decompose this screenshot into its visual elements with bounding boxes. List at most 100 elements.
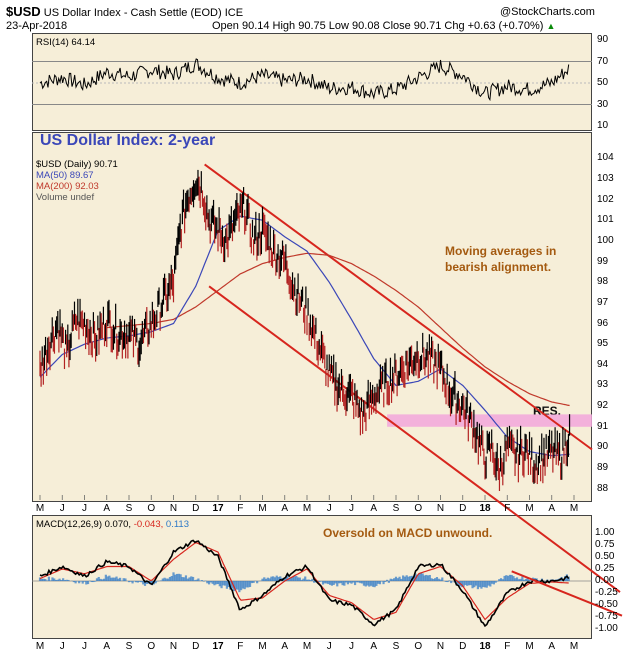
month-label: N — [436, 503, 445, 514]
price-tick-label: 103 — [597, 172, 614, 184]
month-label: J — [349, 641, 354, 652]
month-label: A — [548, 641, 556, 652]
price-tick-label: 93 — [597, 379, 609, 391]
price-tick-label: 90 — [597, 441, 609, 453]
month-label: M — [569, 641, 579, 652]
resistance-band — [387, 414, 592, 427]
macd-tick-label: -0.75 — [595, 611, 618, 623]
month-label: 17 — [212, 503, 224, 514]
macd-tick-label: 0.50 — [595, 550, 615, 562]
month-label: M — [525, 641, 534, 652]
source-label[interactable]: @StockCharts.com — [500, 6, 595, 18]
month-label: M — [302, 503, 312, 514]
channel-extension-line — [511, 570, 623, 617]
month-label: O — [414, 641, 423, 652]
chart-title: US Dollar Index: 2-year — [40, 132, 216, 149]
month-label: J — [59, 503, 65, 514]
month-label: A — [281, 503, 289, 514]
macd-tick-label: 0.75 — [595, 538, 615, 550]
rsi-tick-label: 30 — [597, 98, 609, 110]
price-tick-label: 104 — [597, 152, 614, 164]
ma50-line — [39, 215, 570, 457]
month-label: N — [436, 641, 445, 652]
month-label: O — [147, 503, 156, 514]
month-label: F — [504, 641, 511, 652]
rsi-tick-label: 90 — [597, 34, 609, 45]
month-label: 17 — [212, 641, 224, 652]
month-label: A — [103, 503, 111, 514]
price-tick-label: 102 — [597, 193, 614, 205]
month-label: A — [370, 503, 378, 514]
annotation-macd: Oversold on MACD unwound. — [323, 526, 493, 540]
macd-label: MACD(12,26,9) 0.070, — [36, 519, 132, 530]
legend-usd: $USD (Daily) 90.71 — [36, 159, 118, 170]
month-label: J — [349, 503, 354, 514]
month-label: F — [237, 641, 244, 652]
month-label: M — [302, 641, 312, 652]
legend-volume: Volume undef — [36, 192, 95, 203]
rsi-tick-label: 50 — [597, 77, 609, 88]
price-tick-label: 97 — [597, 296, 609, 308]
month-label: J — [326, 641, 332, 652]
month-label: S — [125, 641, 133, 652]
month-label: N — [169, 503, 178, 514]
chart-date: 23-Apr-2018 — [6, 20, 68, 32]
macd-tick-label: -1.00 — [595, 623, 618, 635]
month-label: M — [258, 641, 267, 652]
month-label: A — [548, 503, 556, 514]
month-label: O — [147, 641, 156, 652]
price-tick-label: 99 — [597, 255, 609, 267]
month-label: 18 — [479, 641, 491, 652]
price-tick-label: 92 — [597, 400, 609, 412]
macd-signal-label: -0.043, — [133, 519, 164, 530]
price-tick-label: 94 — [597, 358, 609, 370]
price-tick-label: 88 — [597, 482, 609, 494]
instrument-name: US Dollar Index - Cash Settle (EOD) ICE — [43, 7, 244, 19]
month-label: A — [370, 641, 378, 652]
month-label: J — [82, 503, 87, 514]
macd-tick-label: -0.50 — [595, 599, 618, 611]
month-label: 18 — [479, 503, 491, 514]
channel-upper-line — [204, 163, 593, 451]
month-label: S — [125, 503, 133, 514]
month-label: N — [169, 641, 178, 652]
ticker-symbol: $USD — [6, 4, 41, 19]
month-label: D — [192, 641, 200, 652]
macd-hist-label: 0.113 — [165, 519, 189, 530]
macd-line — [39, 539, 570, 628]
macd-tick-label: 0.00 — [595, 575, 615, 586]
price-tick-label: 100 — [597, 234, 614, 246]
price-tick-label: 95 — [597, 338, 609, 350]
month-label: O — [414, 503, 423, 514]
legend-ma200: MA(200) 92.03 — [36, 181, 99, 192]
price-tick-label: 98 — [597, 276, 609, 288]
month-label: M — [35, 641, 45, 652]
month-label: F — [504, 503, 511, 514]
rsi-tick-label: 70 — [597, 55, 609, 67]
macd-tick-label: -0.25 — [595, 587, 618, 599]
price-tick-label: 96 — [597, 317, 609, 329]
month-label: M — [35, 503, 45, 514]
macd-tick-label: 1.00 — [595, 526, 615, 538]
annotation-ma-line2: bearish alignment. — [445, 260, 552, 274]
price-tick-label: 89 — [597, 462, 609, 474]
month-label: S — [392, 641, 400, 652]
month-label: J — [326, 503, 332, 514]
annotation-ma-line1: Moving averages in — [445, 244, 557, 258]
month-label: A — [103, 641, 111, 652]
month-label: D — [459, 503, 467, 514]
price-tick-label: 91 — [597, 420, 609, 432]
rsi-line — [39, 58, 570, 102]
macd-tick-label: 0.25 — [595, 562, 615, 574]
triangle-up-icon: ▲ — [546, 21, 556, 31]
price-tick-label: 101 — [597, 214, 614, 226]
ma200-line — [106, 252, 570, 407]
rsi-label: RSI(14) 64.14 — [36, 37, 96, 48]
month-label: M — [525, 503, 534, 514]
month-label: M — [258, 503, 267, 514]
month-label: S — [392, 503, 400, 514]
ohlc-readout: Open 90.14 High 90.75 Low 90.08 Close 90… — [212, 20, 544, 32]
month-label: M — [569, 503, 579, 514]
legend-ma50: MA(50) 89.67 — [36, 170, 94, 181]
